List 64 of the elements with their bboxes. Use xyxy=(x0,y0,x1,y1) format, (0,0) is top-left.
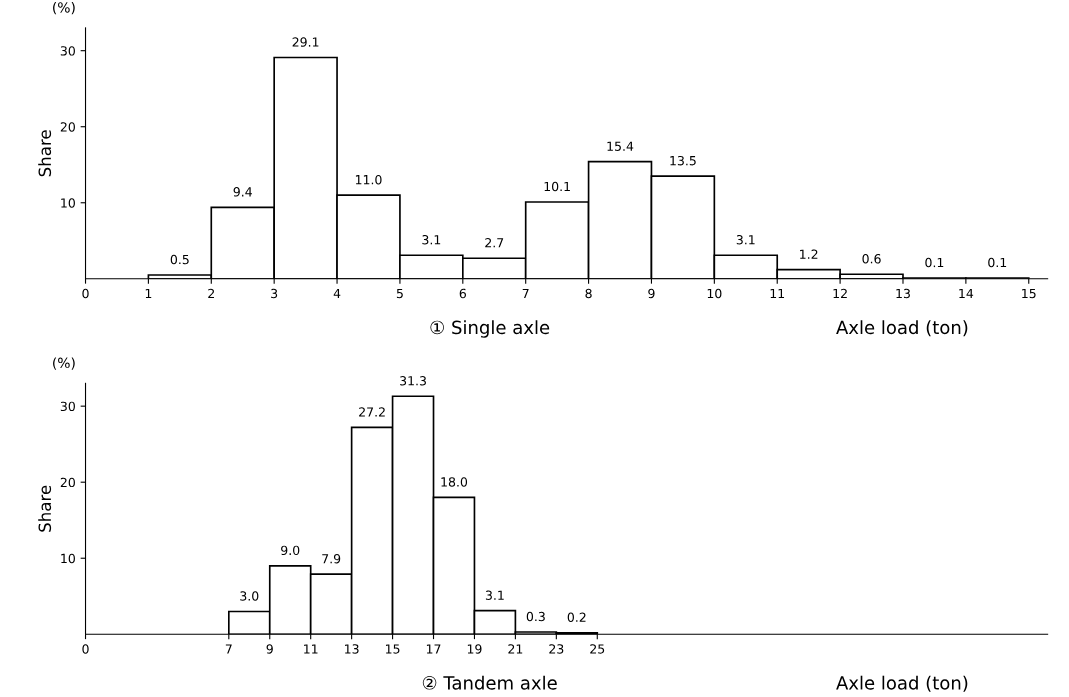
data-label: 13.5 xyxy=(670,155,696,166)
x-tick-label: 13 xyxy=(896,288,910,299)
data-label: 0.1 xyxy=(925,257,944,268)
x-tick-label: 9 xyxy=(648,288,655,299)
x-tick-label: 4 xyxy=(333,288,341,299)
x-axis-title: Axle load (ton) xyxy=(836,675,968,692)
data-label: 3.0 xyxy=(240,591,259,601)
data-label: 0.2 xyxy=(567,612,586,622)
data-label: 7.9 xyxy=(322,553,341,564)
x-tick-label: 7 xyxy=(225,644,232,654)
x-tick-label: 3 xyxy=(271,288,278,299)
x-tick-label: 0 xyxy=(82,644,89,654)
y-tick-label: 10 xyxy=(61,198,75,208)
data-label: 18.0 xyxy=(441,477,468,487)
x-tick-label: 0 xyxy=(82,288,89,299)
data-label: 3.1 xyxy=(422,235,441,245)
x-tick-label: 11 xyxy=(770,288,785,299)
x-tick-label: 17 xyxy=(426,644,441,654)
data-label: 15.4 xyxy=(607,141,634,151)
data-label: 31.3 xyxy=(400,376,426,386)
data-label: 0.1 xyxy=(988,257,1007,268)
x-tick-label: 19 xyxy=(467,644,482,654)
text: ① Single axle xyxy=(430,320,550,338)
x-tick-label: 7 xyxy=(522,288,529,299)
y-tick-label: 20 xyxy=(60,477,75,488)
x-tick-label: 12 xyxy=(833,288,847,299)
x-tick-label: 21 xyxy=(508,644,523,654)
x-tick-label: 9 xyxy=(266,644,273,654)
data-label: 10.1 xyxy=(544,181,570,192)
data-label: 3.1 xyxy=(485,590,504,600)
x-tick-label: 2 xyxy=(208,288,215,299)
data-label: 0.3 xyxy=(526,611,545,622)
x-tick-label: 5 xyxy=(396,288,403,299)
x-tick-label: 15 xyxy=(1022,288,1036,299)
text: (%) xyxy=(53,357,75,370)
data-label: 11.0 xyxy=(355,174,382,185)
y-axis-title: Share xyxy=(38,130,52,177)
data-label: 1.2 xyxy=(800,249,818,259)
y-tick-label: 10 xyxy=(61,553,75,564)
x-tick-label: 13 xyxy=(345,644,359,654)
data-label: 3.1 xyxy=(736,235,755,245)
data-label: 29.1 xyxy=(292,37,319,47)
x-tick-label: 15 xyxy=(385,644,400,654)
data-label: 9.0 xyxy=(281,545,300,556)
x-tick-label: 10 xyxy=(707,288,722,299)
y-tick-label: 20 xyxy=(60,122,75,132)
x-axis-title: Axle load (ton) xyxy=(836,320,968,337)
y-tick-label: 30 xyxy=(60,401,75,412)
x-tick-label: 23 xyxy=(549,644,564,654)
y-axis-title: Share xyxy=(38,485,52,532)
x-tick-label: 25 xyxy=(590,644,605,654)
data-label: 0.5 xyxy=(170,254,189,265)
x-tick-label: 1 xyxy=(145,288,152,299)
text: (%) xyxy=(53,1,75,15)
data-label: 0.6 xyxy=(862,254,881,264)
y-tick-label: 30 xyxy=(60,46,75,56)
x-tick-label: 14 xyxy=(959,288,974,299)
data-label: 9.4 xyxy=(233,187,252,197)
text: ② Tandem axle xyxy=(422,675,557,690)
data-label: 2.7 xyxy=(485,238,504,248)
data-label: 27.2 xyxy=(359,407,385,417)
x-tick-label: 11 xyxy=(304,644,318,654)
x-tick-label: 6 xyxy=(459,288,466,299)
x-tick-label: 8 xyxy=(585,288,592,299)
